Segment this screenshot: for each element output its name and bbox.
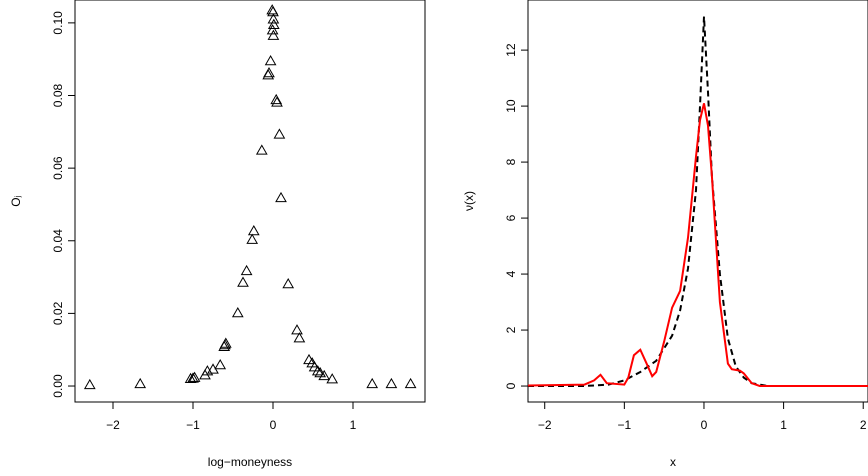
data-point [314, 366, 327, 378]
data-point [188, 371, 201, 382]
y-axis-label: ν(x) [462, 191, 476, 211]
y-tick-label: 6 [504, 214, 518, 221]
data-point [231, 307, 244, 318]
data-point [291, 324, 303, 335]
x-axis-label: log−moneyness [208, 455, 292, 469]
data-point [282, 277, 295, 289]
data-point [264, 55, 277, 66]
data-point [263, 66, 275, 78]
y-tick-label: 0 [504, 382, 518, 389]
data-point [271, 96, 283, 107]
x-axis-label: x [670, 455, 676, 469]
data-point [267, 13, 280, 24]
data-point [293, 332, 306, 343]
x-tick-label: 1 [780, 418, 787, 432]
y-tick-label: 0.04 [51, 229, 65, 253]
data-point [311, 365, 324, 376]
plot-frame [74, 0, 426, 403]
x-tick-label: −1 [186, 418, 200, 432]
data-point [266, 24, 279, 35]
y-tick-label: 0.10 [51, 11, 65, 35]
data-point [366, 377, 379, 389]
data-point [326, 373, 339, 384]
data-point [275, 191, 287, 203]
y-tick-label: 0.06 [51, 156, 65, 180]
y-tick-label: 0.08 [51, 84, 65, 108]
data-point [219, 337, 232, 348]
y-tick-label: 10 [504, 99, 518, 113]
y-axis-label: Oⱼ [9, 195, 23, 206]
data-point [318, 369, 331, 381]
y-tick-label: 4 [504, 270, 518, 277]
data-point [267, 29, 280, 40]
x-tick-label: −1 [618, 418, 632, 432]
y-tick-label: 12 [504, 43, 518, 57]
plot-frame [527, 0, 868, 403]
x-tick-label: 1 [350, 418, 357, 432]
data-line [527, 103, 868, 387]
data-point [240, 264, 253, 276]
data-point [270, 93, 283, 105]
data-point [267, 18, 280, 29]
data-point [214, 358, 227, 370]
y-tick-label: 0.02 [51, 301, 65, 325]
x-tick-label: −2 [106, 418, 120, 432]
x-tick-label: 0 [701, 418, 708, 432]
data-point [134, 377, 147, 389]
x-tick-label: −2 [538, 418, 552, 432]
data-point [237, 276, 249, 287]
data-point [273, 128, 286, 139]
data-point [404, 377, 417, 389]
data-point [83, 378, 96, 390]
data-point [218, 340, 231, 352]
data-point [247, 224, 260, 236]
y-tick-label: 8 [504, 158, 518, 165]
data-point [246, 233, 259, 244]
x-tick-label: 0 [270, 418, 277, 432]
x-tick-label: 2 [860, 418, 867, 432]
data-point [385, 377, 398, 389]
y-tick-label: 0.00 [51, 374, 65, 398]
data-point [187, 372, 199, 383]
y-tick-label: 2 [504, 326, 518, 333]
data-line [528, 16, 868, 387]
data-point [255, 144, 268, 155]
